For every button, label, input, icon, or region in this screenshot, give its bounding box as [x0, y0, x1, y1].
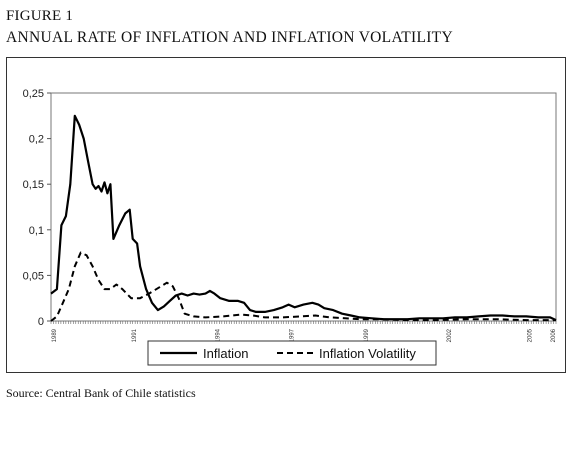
y-tick-label: 0,2	[29, 134, 44, 146]
x-tick-label: 2005	[527, 328, 533, 342]
source-note: Source: Central Bank of Chile statistics	[6, 386, 196, 400]
series-line-inflation-volatility	[50, 251, 556, 322]
figure-label: FIGURE 1	[6, 8, 74, 24]
y-tick-label: 0,25	[23, 88, 44, 100]
series-line-inflation	[50, 114, 557, 322]
x-tick-label: 1989	[52, 328, 58, 342]
y-tick-label: 0,05	[23, 270, 44, 282]
y-axis: 0 0,05 0,1 0,15 0,2 0,25	[23, 88, 51, 328]
y-tick-label: 0,1	[29, 225, 44, 237]
x-tick-label: 1991	[132, 328, 138, 342]
plot-area	[50, 92, 557, 322]
y-tick-label: 0	[38, 316, 44, 328]
x-axis: 1989 1991 1994 1997 1999 2002 2005 2006	[50, 321, 557, 342]
legend-label-inflation: Inflation	[203, 346, 249, 361]
figure-title: ANNUAL RATE OF INFLATION AND INFLATION V…	[6, 29, 453, 46]
series-layer	[50, 114, 557, 322]
x-tick-label: 1997	[290, 328, 296, 342]
x-tick-label: 1994	[215, 328, 221, 342]
x-tick-label: 2002	[447, 328, 453, 342]
x-tick-label: 2006	[551, 328, 557, 342]
x-tick-label: 1999	[364, 328, 370, 342]
inflation-chart: 0 0,05 0,1 0,15 0,2 0,25 1989 1991 1994 1997 1999…	[23, 88, 557, 366]
legend-label-inflation-volatility: Inflation Volatility	[319, 346, 416, 361]
legend: Inflation Inflation Volatility	[147, 340, 437, 366]
chart-frame: 0 0,05 0,1 0,15 0,2 0,25 1989 1991 1994 1997 1999…	[6, 57, 566, 373]
y-tick-label: 0,15	[23, 179, 44, 191]
